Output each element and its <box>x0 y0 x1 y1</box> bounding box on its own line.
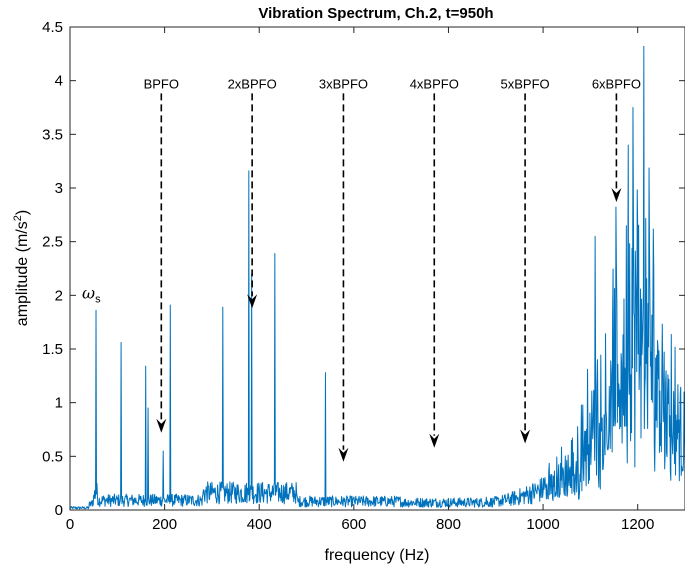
y-axis-label-sup: 2 <box>12 215 24 221</box>
y-axis-label-main: amplitude (m/s <box>14 221 31 326</box>
y-tick-label: 2.5 <box>42 234 63 251</box>
annotation-arrow-head <box>429 433 440 448</box>
annotation-label: 3xBPFO <box>319 76 368 91</box>
omega-symbol: ω <box>82 283 95 302</box>
x-tick-label: 400 <box>247 516 272 533</box>
annotation-arrow-head <box>338 447 349 462</box>
x-tick-label: 200 <box>152 516 177 533</box>
axis-ticks: 0 200 400 600 800 1000 1200 0 0.5 1 1.5 2 2.5 3 3.5 4 4.… <box>42 19 685 533</box>
y-tick-label: 1 <box>55 395 63 412</box>
y-axis-label-end: ) <box>14 210 31 215</box>
y-tick-label: 2 <box>55 287 63 304</box>
x-tick-label: 1000 <box>526 516 559 533</box>
plot-area-frame <box>69 26 685 511</box>
y-tick-label: 4 <box>55 73 63 90</box>
annotation-arrow-head <box>520 429 531 444</box>
spectrum-line <box>69 45 685 510</box>
x-tick-label: 1200 <box>621 516 654 533</box>
x-tick-label: 800 <box>436 516 461 533</box>
omega-subscript: s <box>95 293 101 305</box>
x-axis-label: frequency (Hz) <box>325 547 430 564</box>
y-axis-label: amplitude (m/s2) <box>12 210 31 326</box>
y-tick-label: 0.5 <box>42 448 63 465</box>
y-tick-label: 0 <box>55 502 63 519</box>
y-tick-label: 3.5 <box>42 126 63 143</box>
annotation-label: 5xBPFO <box>501 76 550 91</box>
omega-s-label: ωs <box>82 283 101 305</box>
x-tick-label: 0 <box>66 516 74 533</box>
annotation-label: 6xBPFO <box>592 76 641 91</box>
annotation-arrow-head <box>156 418 167 433</box>
annotation-label: 2xBPFO <box>228 76 277 91</box>
annotation-label: 4xBPFO <box>410 76 459 91</box>
y-tick-label: 1.5 <box>42 341 63 358</box>
y-tick-label: 4.5 <box>42 19 63 36</box>
chart-title: Vibration Spectrum, Ch.2, t=950h <box>258 5 493 22</box>
annotation-arrow-head <box>611 187 622 202</box>
annotation-arrow-head <box>247 294 258 309</box>
y-tick-label: 3 <box>55 180 63 197</box>
x-tick-label: 600 <box>341 516 366 533</box>
spectrum-series <box>69 45 685 510</box>
annotation-label: BPFO <box>144 76 179 91</box>
bpfo-annotations: BPFO 2xBPFO 3xBPFO 4xBPFO 5xBPFO 6xBPFO <box>144 76 641 462</box>
